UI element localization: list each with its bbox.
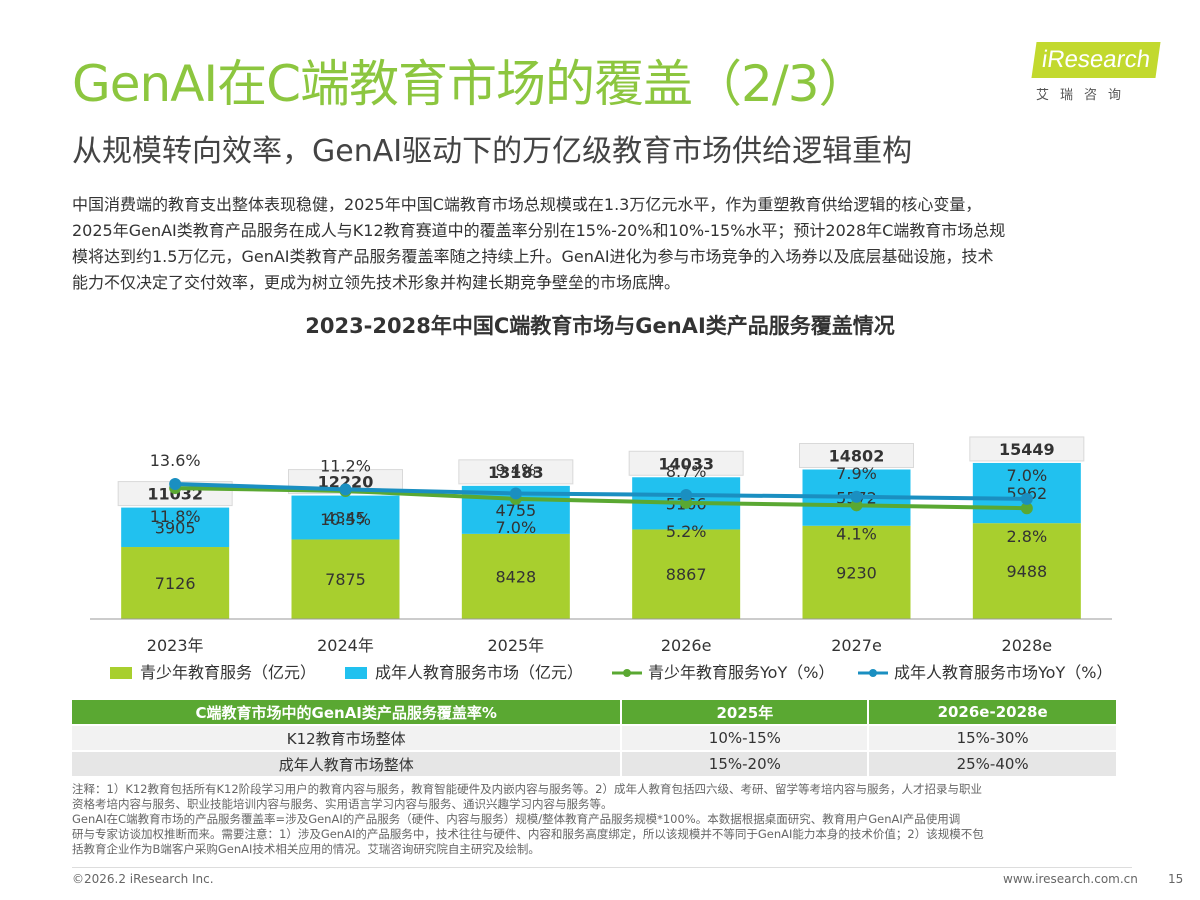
legend-marker-adult-yoy [869, 669, 877, 677]
teen-yoy-label: 4.1% [836, 524, 877, 543]
note-line: 注释：1）K12教育包括所有K12阶段学习用户的教育内容与服务，教育智能硬件及内… [72, 782, 982, 796]
teen-bar [632, 529, 741, 619]
legend-label: 青少年教育服务YoY（%） [648, 663, 834, 682]
x-tick-label: 2024年 [317, 636, 374, 655]
intro-line: 能力不仅决定了交付效率，更成为树立领先技术形象并构建长期竞争壁垒的市场底牌。 [72, 273, 681, 292]
x-tick-label: 2026e [661, 636, 712, 655]
teen-yoy-label: 7.0% [496, 518, 537, 537]
total-box [799, 442, 914, 468]
legend-marker-teen-yoy [623, 669, 631, 677]
adult-yoy-label: 8.7% [666, 462, 707, 481]
note-line: 研与专家访谈加权推断而来。需要注意：1）涉及GenAI的产品服务中，技术往往与硬… [72, 827, 984, 841]
adult-bar-label: 3905 [155, 518, 196, 537]
market-chart: 71263905110322023年78754345122202024年8428… [90, 436, 1112, 682]
adult-bar-label: 4755 [495, 501, 536, 520]
page-subtitle: 从规模转向效率，GenAI驱动下的万亿级教育市场供给逻辑重构 [72, 134, 913, 169]
footnotes: 注释：1）K12教育包括所有K12阶段学习用户的教育内容与服务，教育智能硬件及内… [72, 782, 1132, 857]
teen-bar-label: 7875 [325, 570, 366, 589]
website-link[interactable]: www.iresearch.com.cn [1003, 872, 1138, 886]
legend-swatch-teen [110, 667, 132, 679]
teen-bar [291, 539, 400, 619]
intro-line: 2025年GenAI类教育产品服务在成人与K12教育赛道中的覆盖率分别在15%-… [72, 221, 1006, 240]
teen-yoy-point [850, 499, 863, 512]
table-row: 成年人教育市场整体 15%-20% 25%-40% [72, 750, 1118, 776]
legend-label: 青少年教育服务（亿元） [140, 663, 316, 682]
adult-bar [291, 495, 400, 540]
total-box [458, 459, 574, 485]
table-cell: 15%-20% [621, 750, 870, 776]
adult-yoy-point [169, 478, 182, 491]
intro-paragraph: 中国消费端的教育支出整体表现稳健，2025年中国C端教育市场总规模或在1.3万亿… [72, 192, 1128, 296]
teen-bar [461, 533, 570, 619]
total-box [628, 450, 744, 476]
teen-yoy-label: 10.5% [320, 510, 371, 529]
total-label: 14802 [829, 446, 885, 465]
table-cell: 25%-40% [868, 750, 1118, 776]
teen-yoy-point [1020, 502, 1033, 515]
adult-yoy-label: 11.2% [320, 456, 371, 475]
note-line: 括教育企业作为B端客户采购GenAI技术相关应用的情况。艾瑞咨询研究院自主研究及… [72, 842, 540, 856]
legend-swatch-adult [345, 667, 367, 679]
adult-yoy-point [509, 487, 522, 500]
adult-yoy-point [1020, 492, 1033, 505]
table-header-cell: C端教育市场中的GenAI类产品服务覆盖率% [72, 700, 623, 725]
teen-yoy-label: 11.8% [150, 507, 201, 526]
chart-title: 2023-2028年中国C端教育市场与GenAI类产品服务覆盖情况 [305, 314, 895, 338]
total-label: 15449 [999, 440, 1055, 459]
adult-yoy-point [339, 483, 352, 496]
note-line: 资格考培内容与服务、职业技能培训内容与服务、实用语言学习内容与服务、通识兴趣学习… [72, 797, 613, 811]
adult-yoy-point [850, 490, 863, 503]
x-tick-label: 2028e [1002, 636, 1053, 655]
adult-yoy-label: 9.4% [496, 460, 537, 479]
table-cell: 成年人教育市场整体 [72, 750, 623, 776]
adult-yoy-point [680, 489, 693, 502]
teen-bar [121, 547, 230, 619]
iresearch-logo: iResearch 艾瑞咨询 [1031, 42, 1164, 103]
intro-line: 模将达到约1.5万亿元，GenAI类教育产品服务覆盖率随之持续上升。GenAI进… [72, 247, 994, 266]
adult-yoy-label: 7.9% [836, 464, 877, 483]
note-line: GenAI在C端教育市场的产品服务覆盖率=涉及GenAI的产品服务（硬件、内容与… [72, 812, 961, 826]
page-title: GenAI在C端教育市场的覆盖（2/3） [72, 55, 869, 113]
logo-text: iResearch [1031, 42, 1161, 78]
table-header-row: C端教育市场中的GenAI类产品服务覆盖率% 2025年 2026e-2028e [72, 700, 1118, 725]
total-box [969, 436, 1085, 462]
table-header-cell: 2026e-2028e [868, 700, 1118, 725]
footer-divider [72, 867, 1132, 868]
adult-yoy-line [175, 482, 1027, 501]
table-cell: 15%-30% [868, 724, 1118, 751]
intro-line: 中国消费端的教育支出整体表现稳健，2025年中国C端教育市场总规模或在1.3万亿… [72, 195, 982, 214]
adult-yoy-label: 13.6% [150, 451, 201, 470]
total-label: 13183 [488, 463, 544, 482]
adult-bar [121, 507, 230, 548]
x-tick-label: 2025年 [487, 636, 544, 655]
x-tick-label: 2027e [831, 636, 882, 655]
coverage-table: C端教育市场中的GenAI类产品服务覆盖率% 2025年 2026e-2028e… [72, 700, 1118, 776]
table-row: K12教育市场整体 10%-15% 15%-30% [72, 724, 1118, 751]
teen-yoy-label: 2.8% [1007, 527, 1048, 546]
page-number: 15 [1168, 872, 1184, 886]
legend-label: 成年人教育服务市场YoY（%） [894, 663, 1112, 682]
teen-bar-label: 8428 [495, 567, 536, 586]
x-tick-label: 2023年 [147, 636, 204, 655]
legend-label: 成年人教育服务市场（亿元） [375, 663, 583, 682]
teen-bar-label: 7126 [155, 574, 196, 593]
teen-bar-label: 9230 [836, 563, 877, 582]
table-cell: K12教育市场整体 [72, 724, 623, 751]
teen-yoy-label: 5.2% [666, 522, 707, 541]
adult-yoy-label: 7.0% [1007, 466, 1048, 485]
logo-cn: 艾瑞咨询 [1036, 88, 1133, 103]
total-label: 14033 [658, 454, 714, 473]
total-label: 12220 [318, 473, 374, 492]
teen-bar-label: 8867 [666, 565, 707, 584]
table-cell: 10%-15% [621, 724, 870, 751]
adult-bar-label: 4345 [325, 509, 366, 528]
copyright: ©2026.2 iResearch Inc. [72, 872, 214, 886]
table-header-cell: 2025年 [621, 700, 870, 725]
teen-bar [972, 523, 1081, 619]
teen-bar [802, 525, 911, 619]
teen-bar-label: 9488 [1006, 562, 1047, 581]
